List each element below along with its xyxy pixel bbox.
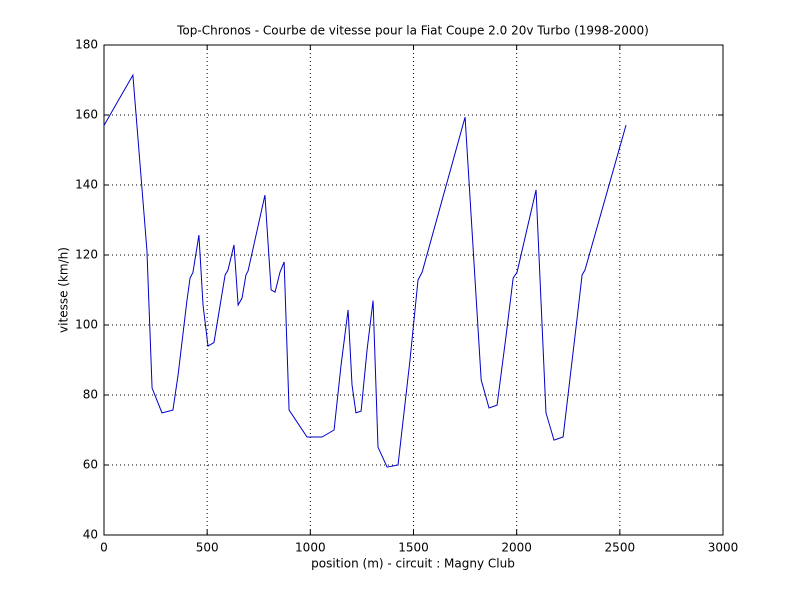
y-tick-label: 100 [75,318,98,332]
x-tick-label: 2000 [501,541,532,555]
y-tick-label: 180 [75,38,98,52]
x-tick-label: 1000 [295,541,326,555]
x-tick-label: 3000 [708,541,739,555]
x-tick-label: 1500 [398,541,429,555]
x-tick-label: 500 [196,541,219,555]
y-tick-label: 120 [75,248,98,262]
x-axis-label: position (m) - circuit : Magny Club [311,557,515,571]
y-tick-label: 160 [75,108,98,122]
x-tick-label: 2500 [605,541,636,555]
chart-title: Top-Chronos - Courbe de vitesse pour la … [176,24,649,38]
y-tick-label: 140 [75,178,98,192]
y-tick-label: 80 [83,388,98,402]
y-tick-label: 60 [83,458,98,472]
data-line [103,73,627,468]
y-tick-label: 40 [83,528,98,542]
x-tick-label: 0 [100,541,108,555]
plot-frame [103,44,724,536]
y-axis-label: vitesse (km/h) [57,247,71,333]
